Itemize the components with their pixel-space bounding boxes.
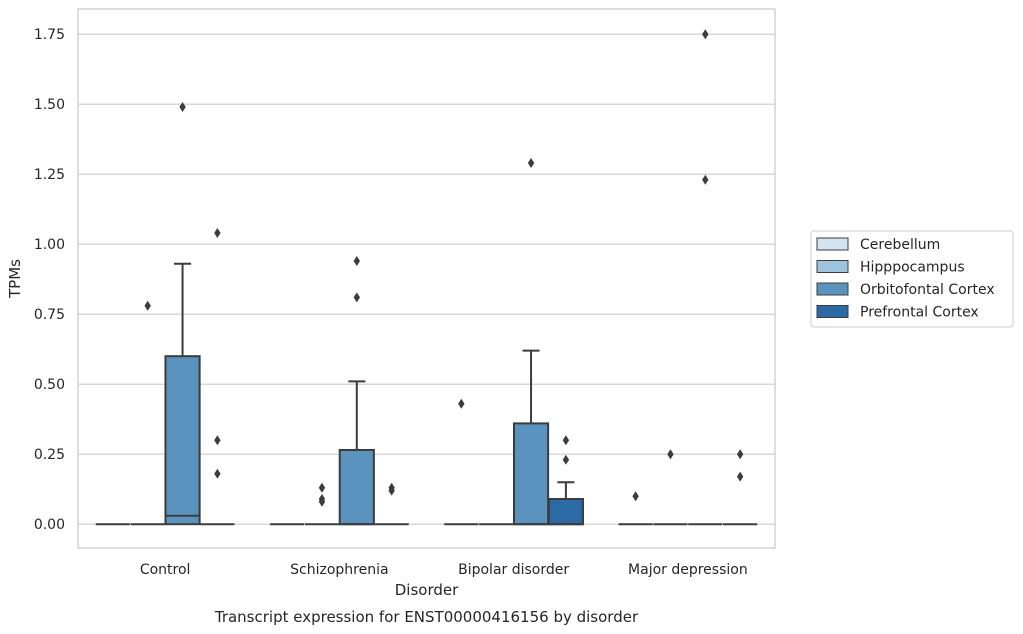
outlier-point (353, 292, 360, 303)
outlier-point (632, 491, 639, 502)
box-body (164, 355, 201, 526)
outlier-point (353, 256, 360, 266)
y-axis-label: TPMs (6, 259, 24, 299)
plot-area-frame (77, 8, 776, 549)
box-body (512, 422, 550, 526)
box-cerebellum-bipolar-disorder (444, 398, 479, 526)
y-axis-ticks: 0.00 0.25 0.50 0.75 1.00 1.25 1.50 1.75 (34, 27, 65, 533)
outlier-point (736, 471, 744, 482)
y-tick-label: 0.00 (34, 517, 65, 533)
box-orbitofontal-cortex-schizophrenia (338, 256, 375, 526)
outlier-point (214, 228, 221, 238)
outlier-point (562, 454, 570, 465)
y-tick-label: 0.25 (34, 447, 65, 463)
outlier-point (388, 482, 395, 493)
box-orbitofontal-cortex-bipolar-disorder (512, 158, 550, 526)
y-tick-label: 1.25 (34, 167, 65, 183)
outlier-point (562, 435, 570, 446)
outlier-point (667, 449, 674, 460)
legend-item: Hipppocampus (816, 260, 965, 276)
box-prefrontal-cortex-schizophrenia (374, 482, 409, 526)
x-axis-label: Disorder (395, 581, 459, 599)
legend-label: Hipppocampus (860, 260, 965, 276)
box-prefrontal-cortex-control (200, 228, 235, 526)
legend-swatch (816, 282, 849, 296)
legend-swatch (816, 305, 849, 318)
box-hipppocampus-control (130, 300, 165, 526)
legend-swatch (816, 260, 849, 273)
outlier-point (458, 398, 465, 409)
legend-label: Orbitofontal Cortex (860, 282, 995, 298)
box-prefrontal-cortex-major-depression (723, 449, 758, 526)
legend-item: Orbitofontal Cortex (816, 282, 995, 298)
outlier-point (144, 300, 151, 311)
outlier-point (702, 29, 709, 40)
x-tick-label: Major depression (628, 562, 748, 578)
legend: Cerebellum Hipppocampus Orbitofontal Corte… (810, 230, 1014, 328)
y-tick-label: 1.75 (34, 27, 65, 43)
y-tick-label: 0.75 (34, 307, 65, 323)
box-orbitofontal-cortex-control (164, 102, 201, 526)
box-body (547, 498, 584, 526)
box-prefrontal-cortex-bipolar-disorder (547, 435, 584, 526)
outlier-point (214, 468, 221, 479)
chart-caption: Transcript expression for ENST0000041615… (214, 608, 639, 626)
box-body (338, 449, 375, 526)
x-tick-label: Control (140, 562, 191, 578)
outlier-point (527, 158, 535, 168)
legend-label: Prefrontal Cortex (860, 305, 979, 321)
box-hipppocampus-schizophrenia (304, 482, 340, 526)
outlier-point (214, 435, 221, 446)
box-orbitofontal-cortex-major-depression (688, 29, 723, 526)
outlier-point (318, 494, 326, 504)
box-cerebellum-major-depression (618, 491, 653, 526)
x-tick-label: Schizophrenia (290, 562, 388, 578)
outlier-point (179, 102, 186, 112)
boxes-layer (95, 29, 758, 526)
x-tick-label: Bipolar disorder (458, 562, 569, 578)
legend-frame (810, 230, 1014, 328)
outlier-point (736, 449, 744, 460)
x-axis-ticks: Control Schizophrenia Bipolar disorder Majo… (140, 562, 748, 578)
box-hipppocampus-major-depression (653, 449, 688, 526)
legend-item: Cerebellum (816, 237, 940, 253)
y-tick-label: 0.50 (34, 377, 65, 393)
outlier-point (702, 174, 709, 185)
outlier-point (318, 482, 326, 493)
y-tick-label: 1.50 (34, 97, 65, 113)
legend-swatch (816, 237, 849, 251)
y-tick-label: 1.00 (34, 237, 65, 253)
legend-label: Cerebellum (860, 237, 940, 253)
legend-item: Prefrontal Cortex (816, 305, 979, 321)
